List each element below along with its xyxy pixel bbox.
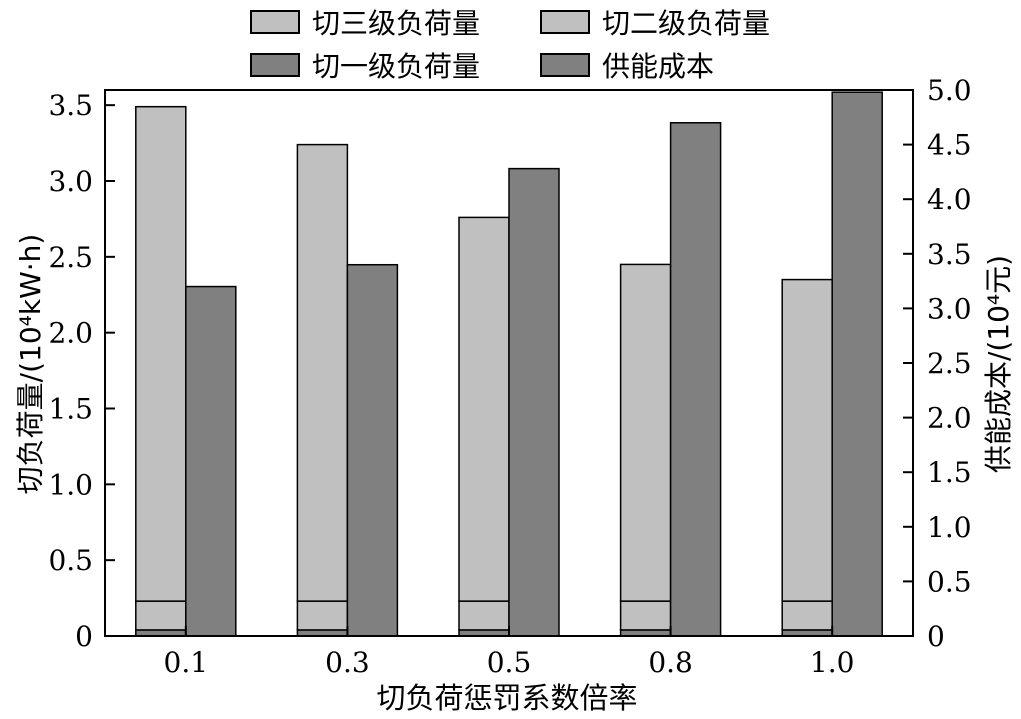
x-tick-label: 0.3 <box>325 646 370 679</box>
x-tick-label: 0.1 <box>164 646 209 679</box>
bar-supply-cost <box>508 167 560 637</box>
left-tick-label: 0 <box>75 620 93 653</box>
legend-item-tier2: 切二级负荷量 <box>540 2 770 42</box>
bar-tier2-load <box>781 600 833 631</box>
y-axis-label-right: 供能成本/(10⁴元) <box>982 255 1015 473</box>
legend-item-tier1: 切一级负荷量 <box>250 45 480 85</box>
y-axis-label-left: 切负荷量/(10⁴kW·h) <box>14 234 47 495</box>
legend-swatch-tier1 <box>250 53 300 77</box>
left-tick-label: 0.5 <box>48 544 93 577</box>
x-axis-label: 切负荷惩罚系数倍率 <box>376 681 637 715</box>
legend-label-tier3: 切三级负荷量 <box>312 7 481 40</box>
right-tick-label: 0 <box>927 620 945 653</box>
bar-tier2-load <box>619 600 672 631</box>
right-tick-label: 2.0 <box>927 402 972 435</box>
right-tick-label: 2.5 <box>927 347 972 380</box>
left-tick-label: 1.0 <box>48 468 93 501</box>
legend-item-tier3: 切三级负荷量 <box>250 2 480 42</box>
legend-swatch-tier3 <box>250 10 300 34</box>
right-tick-label: 1.0 <box>927 511 972 544</box>
x-tick-label: 0.8 <box>648 646 693 679</box>
right-tick-label: 0.5 <box>927 565 972 598</box>
x-tick-label: 1.0 <box>810 646 855 679</box>
bar-supply-cost <box>346 263 399 637</box>
right-tick-label: 3.5 <box>927 238 972 271</box>
legend-label-tier1: 切一级负荷量 <box>312 50 481 83</box>
right-tick-label: 5.0 <box>927 74 972 107</box>
left-tick-label: 3.5 <box>48 89 93 122</box>
bars-group <box>135 91 883 637</box>
axes-group: 0 0.5 1.0 1.5 2.0 2.5 3.0 3.5 0 0.5 1.0 1.5 2.0 2.5 3.… <box>48 74 971 679</box>
bar-tier3-load <box>458 216 510 602</box>
left-tick-label: 3.0 <box>48 165 93 198</box>
right-tick-label: 4.0 <box>927 183 972 216</box>
right-tick-label: 1.5 <box>927 456 972 489</box>
bar-supply-cost <box>669 122 722 637</box>
x-tick-label: 0.5 <box>487 646 532 679</box>
bar-tier3-load <box>781 278 833 602</box>
bar-tier2-load <box>296 600 349 631</box>
right-tick-label: 4.5 <box>927 129 972 162</box>
bar-supply-cost <box>831 91 883 637</box>
chart-legend: 切三级负荷量 切二级负荷量 切一级负荷量 供能成本 <box>250 0 850 90</box>
bar-tier3-load <box>296 143 349 602</box>
left-tick-label: 2.0 <box>48 317 93 350</box>
legend-swatch-tier2 <box>540 10 590 34</box>
legend-label-cost: 供能成本 <box>602 50 715 83</box>
right-tick-label: 3.0 <box>927 292 972 325</box>
legend-swatch-cost <box>540 53 590 77</box>
legend-item-cost: 供能成本 <box>540 45 714 85</box>
left-tick-label: 2.5 <box>48 241 93 274</box>
bar-tier3-load <box>135 105 187 602</box>
left-tick-label: 1.5 <box>48 393 93 426</box>
bar-tier2-load <box>135 600 187 631</box>
bar-tier3-load <box>619 263 672 602</box>
bar-tier2-load <box>458 600 510 631</box>
legend-label-tier2: 切二级负荷量 <box>602 7 771 40</box>
bar-supply-cost <box>185 285 237 637</box>
